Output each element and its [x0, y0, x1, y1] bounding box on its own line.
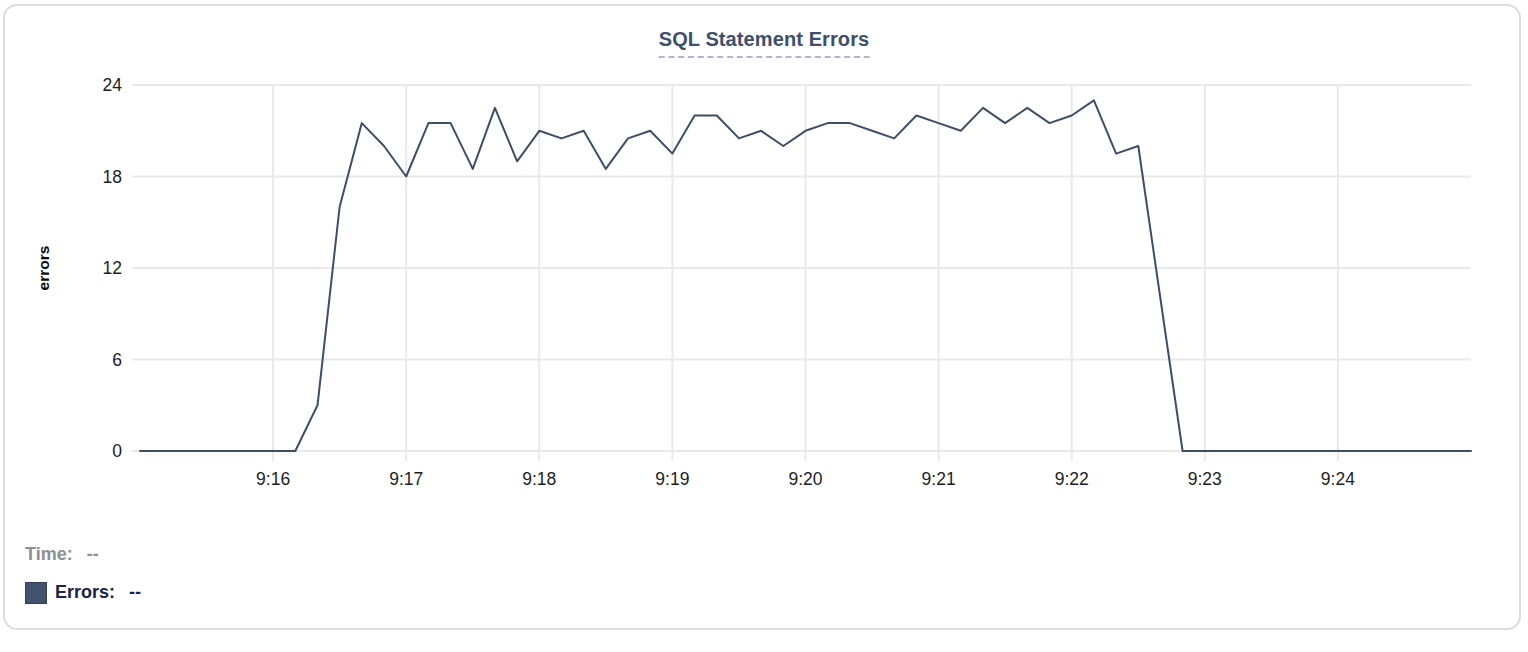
x-tick-label: 9:21 [922, 469, 956, 489]
y-tick-label: 6 [112, 350, 122, 370]
x-tick-label: 9:17 [389, 469, 423, 489]
time-readout-row: Time: -- [25, 543, 141, 566]
errors-value: -- [129, 582, 141, 603]
x-tick-label: 9:24 [1321, 469, 1355, 489]
y-tick-label: 24 [103, 75, 123, 95]
time-label: Time: [25, 544, 73, 565]
hover-readout: Time: -- Errors: -- [25, 543, 141, 604]
x-tick-label: 9:20 [788, 469, 822, 489]
y-tick-label: 18 [103, 167, 122, 187]
x-tick-label: 9:19 [655, 469, 689, 489]
errors-label: Errors: [55, 582, 115, 603]
x-tick-label: 9:22 [1055, 469, 1089, 489]
line-chart[interactable]: 0 6 12 18 24 9:16 9:17 9:18 9:19 9:20 9:21 9:22 9:23… [0, 0, 1528, 505]
errors-series-swatch [25, 582, 47, 604]
y-tick-label: 0 [112, 441, 122, 461]
x-tick-label: 9:16 [256, 469, 290, 489]
y-tick-label: 12 [103, 258, 122, 278]
y-axis-label: errors [35, 246, 52, 291]
time-value: -- [87, 544, 99, 565]
x-tick-label: 9:23 [1188, 469, 1222, 489]
x-tick-label: 9:18 [522, 469, 556, 489]
errors-readout-row: Errors: -- [25, 581, 141, 604]
